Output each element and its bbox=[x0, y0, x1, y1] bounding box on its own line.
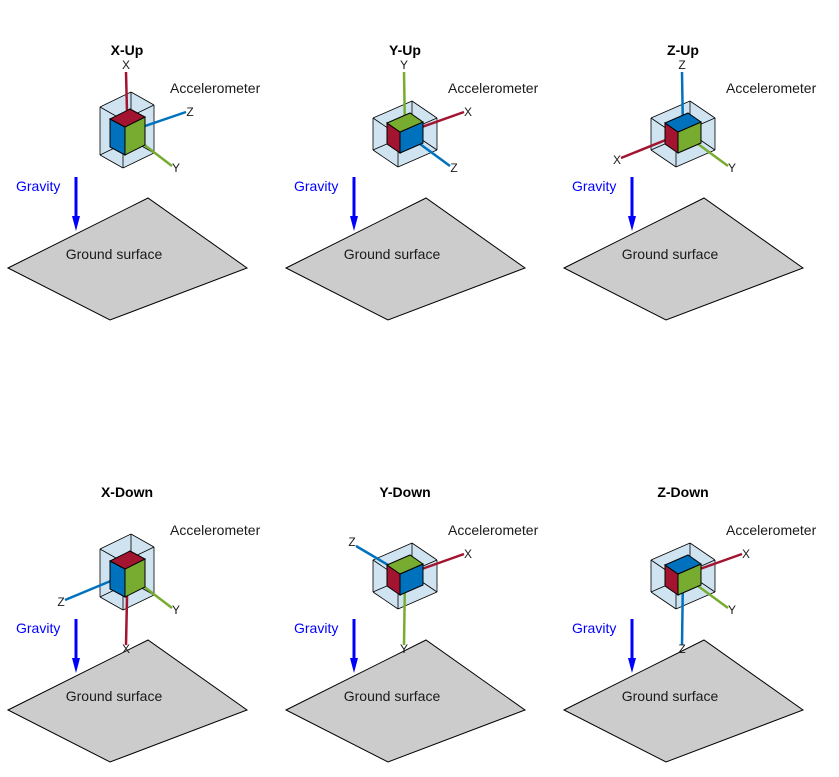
ground-surface-plane bbox=[562, 197, 805, 321]
sensor-cube-top-face bbox=[663, 112, 703, 133]
ground-surface-plane bbox=[562, 639, 805, 763]
gravity-arrow-head-icon bbox=[350, 658, 358, 673]
housing-edge bbox=[689, 100, 716, 119]
housing-edge bbox=[689, 542, 716, 561]
gravity-label: Gravity bbox=[16, 178, 60, 194]
gravity-arrow-head-icon bbox=[628, 658, 636, 673]
accelerometer-label: Accelerometer bbox=[448, 522, 539, 538]
accelerometer-label: Accelerometer bbox=[170, 522, 261, 538]
ground-surface-plane bbox=[6, 639, 249, 763]
housing-edge bbox=[130, 533, 155, 548]
accelerometer-label: Accelerometer bbox=[726, 80, 817, 96]
axis-label-y: Y bbox=[728, 603, 736, 617]
ground-surface-label: Ground surface bbox=[622, 688, 719, 704]
axis-label-z: Z bbox=[348, 535, 355, 549]
panel-x-down: X-Down Ground surface Gravity Accelerometer… bbox=[6, 484, 261, 763]
sensor-cube-top-face bbox=[385, 554, 425, 575]
ground-surface-plane bbox=[284, 197, 527, 321]
housing-edge bbox=[122, 594, 155, 611]
sensor-cube-top-face bbox=[663, 554, 703, 575]
housing-edge bbox=[650, 149, 677, 168]
gravity-arrow-head-icon bbox=[72, 216, 80, 231]
axis-label-x: X bbox=[122, 58, 130, 72]
housing-edge bbox=[130, 91, 155, 106]
ground-surface-plane bbox=[6, 197, 249, 321]
ground-surface-label: Ground surface bbox=[344, 688, 441, 704]
gravity-label: Gravity bbox=[294, 178, 338, 194]
sensor-cube-top-face bbox=[108, 550, 147, 570]
axis-label-x: X bbox=[464, 547, 472, 561]
axis-label-y: Y bbox=[172, 603, 180, 617]
accelerometer-label: Accelerometer bbox=[726, 522, 817, 538]
gravity-arrow-head-icon bbox=[628, 216, 636, 231]
housing-edge bbox=[650, 542, 691, 561]
housing-edge bbox=[99, 596, 124, 611]
panel-y-down: Y-Down Ground surface Gravity Accelerometer… bbox=[284, 484, 539, 763]
sensor-cube-top-face bbox=[108, 108, 147, 128]
axis-label-z: Z bbox=[678, 642, 685, 656]
housing-edge bbox=[99, 533, 132, 550]
ground-surface-label: Ground surface bbox=[66, 688, 163, 704]
housing-edge bbox=[372, 542, 413, 561]
axis-label-x: X bbox=[122, 642, 130, 656]
panel-z-down: Z-Down Ground surface Gravity Accelerometer… bbox=[562, 484, 817, 763]
panel-x-up: X-Up Ground surface Gravity Accelerometer X Z… bbox=[6, 42, 261, 321]
accelerometer-label: Accelerometer bbox=[448, 80, 539, 96]
panel-title: Y-Up bbox=[389, 42, 421, 58]
housing-edge bbox=[411, 542, 438, 561]
axis-label-y: Y bbox=[400, 642, 408, 656]
panel-y-up: Y-Up Ground surface Gravity Accelerometer Y X… bbox=[284, 42, 539, 321]
gravity-label: Gravity bbox=[572, 178, 616, 194]
panel-title: X-Down bbox=[101, 484, 153, 500]
axis-label-z: Z bbox=[450, 161, 457, 175]
gravity-label: Gravity bbox=[572, 620, 616, 636]
panel-title: Z-Down bbox=[657, 484, 708, 500]
axis-label-z: Z bbox=[186, 105, 193, 119]
ground-surface-plane bbox=[284, 639, 527, 763]
sensor-cube-top-face bbox=[385, 112, 425, 133]
panel-z-up: Z-Up Ground surface Gravity Accelerometer Z X… bbox=[562, 42, 817, 321]
housing-edge bbox=[650, 591, 677, 610]
housing-edge bbox=[411, 100, 438, 119]
ground-surface-label: Ground surface bbox=[344, 246, 441, 262]
housing-edge bbox=[122, 152, 155, 169]
axis-label-y: Y bbox=[172, 161, 180, 175]
gravity-label: Gravity bbox=[16, 620, 60, 636]
axis-label-z: Z bbox=[678, 58, 685, 72]
gravity-label: Gravity bbox=[294, 620, 338, 636]
housing-edge bbox=[99, 154, 124, 169]
axis-label-z: Z bbox=[57, 595, 64, 609]
housing-edge bbox=[372, 591, 399, 610]
panel-title: X-Up bbox=[111, 42, 144, 58]
axis-label-x: X bbox=[464, 105, 472, 119]
panel-title: Y-Down bbox=[379, 484, 430, 500]
panel-title: Z-Up bbox=[667, 42, 699, 58]
ground-surface-label: Ground surface bbox=[622, 246, 719, 262]
housing-edge bbox=[372, 149, 399, 168]
axis-label-x: X bbox=[742, 547, 750, 561]
axis-label-y: Y bbox=[400, 58, 408, 72]
axis-label-y: Y bbox=[728, 161, 736, 175]
gravity-arrow-head-icon bbox=[350, 216, 358, 231]
axis-label-x: X bbox=[613, 153, 621, 167]
ground-surface-label: Ground surface bbox=[66, 246, 163, 262]
gravity-arrow-head-icon bbox=[72, 658, 80, 673]
accelerometer-label: Accelerometer bbox=[170, 80, 261, 96]
